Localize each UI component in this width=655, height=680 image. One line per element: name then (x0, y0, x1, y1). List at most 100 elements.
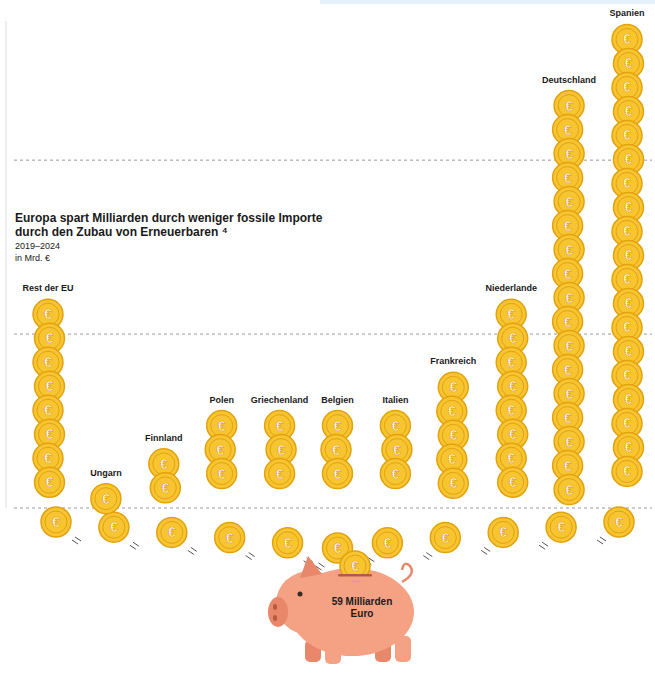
coin-ring (557, 407, 579, 429)
coin-symbol: € (499, 524, 507, 540)
coin-symbol: € (226, 530, 234, 546)
coin: € (35, 467, 65, 497)
coin: € (430, 523, 460, 553)
coin-symbol: € (44, 402, 52, 418)
motion-mark (539, 545, 545, 549)
coin-ring (558, 191, 580, 213)
title: Europa spart Milliarden durch weniger fo… (15, 211, 323, 239)
coin-stack: €€€€€€€€€€€€€€€€€ (553, 91, 585, 505)
coin-ring (616, 172, 638, 194)
coin-ring (211, 463, 233, 485)
coin-symbol: € (160, 456, 168, 472)
total-line: 59 Milliarden (332, 596, 393, 607)
coin-symbol: € (564, 218, 572, 234)
coin-ring (558, 383, 580, 405)
coin-ring (616, 364, 638, 386)
coin-ring (269, 415, 291, 437)
coin-stack: €€€€€€€€ (33, 299, 65, 497)
coin-ring (161, 521, 183, 543)
coin-stack: €€€ (265, 411, 297, 489)
coin-ring (442, 472, 464, 494)
coin-body (380, 459, 410, 489)
coin-symbol: € (168, 524, 176, 540)
coin: € (554, 475, 584, 505)
coin-ring (558, 431, 580, 453)
coin-body (372, 528, 402, 558)
coin-ring (557, 311, 579, 333)
category-labels: Rest der EUUngarnFinnlandPolenGriechenla… (22, 8, 644, 477)
category-label: Polen (209, 395, 234, 405)
grid (14, 160, 652, 508)
coin-ring (211, 415, 233, 437)
coin-body (546, 512, 576, 542)
coin-ring (557, 263, 579, 285)
coin-ring (616, 460, 638, 482)
coin-ring (39, 471, 61, 493)
coin-ring (557, 455, 579, 477)
coin-symbol: € (509, 426, 517, 442)
coin-symbol: € (449, 379, 457, 395)
coin-symbol: € (625, 439, 633, 455)
value-axis (6, 21, 7, 508)
decor-coins: €€€€€€€€€€€ (41, 507, 634, 570)
coin-body (498, 467, 528, 497)
coin-ring (502, 423, 524, 445)
coin-ring (616, 76, 638, 98)
coin-symbol: € (509, 330, 517, 346)
coin-symbol: € (565, 194, 573, 210)
motion-mark (423, 556, 429, 560)
coin-symbol: € (216, 442, 224, 458)
coin: € (91, 484, 121, 514)
coin-ring (558, 287, 580, 309)
coin-symbol: € (565, 98, 573, 114)
pig-nostril (273, 615, 277, 621)
total-label: 59 MilliardenEuro (332, 596, 393, 619)
motion-mark (133, 542, 139, 546)
coin-symbol: € (351, 558, 359, 574)
category-label: Frankreich (430, 356, 476, 366)
motion-mark (75, 537, 81, 541)
coin-symbol: € (565, 242, 573, 258)
motion-mark (597, 540, 603, 544)
coin-ring (616, 316, 638, 338)
coin-stack: € (91, 484, 121, 514)
coin-symbol: € (623, 367, 631, 383)
coin-symbol: € (564, 410, 572, 426)
coin-ring (442, 424, 464, 446)
coin-symbol: € (46, 426, 54, 442)
coin-symbol: € (384, 535, 392, 551)
coin-symbol: € (507, 354, 515, 370)
coin-ring (502, 471, 524, 493)
coin-ring (618, 244, 640, 266)
coin-symbol: € (276, 418, 284, 434)
pig-ear (300, 556, 322, 578)
coin-symbol: € (565, 146, 573, 162)
coin: € (488, 517, 518, 547)
coin-body (438, 468, 468, 498)
coin-body (99, 512, 129, 542)
coin-ring (616, 124, 638, 146)
coin-symbol: € (564, 314, 572, 330)
coin-ring (153, 453, 175, 475)
category-label: Niederlande (485, 283, 537, 293)
pig-leg (395, 636, 411, 662)
coin-ring (502, 327, 524, 349)
coin-ring (37, 447, 59, 469)
coin-ring (39, 423, 61, 445)
coin-symbol: € (565, 482, 573, 498)
coin-symbol: € (564, 122, 572, 138)
coin-ring (618, 100, 640, 122)
coin-stack: €€€€€ (437, 372, 469, 498)
coin-body (612, 456, 642, 486)
coin-symbol: € (441, 530, 449, 546)
coin-symbol: € (564, 458, 572, 474)
pig-slot (338, 574, 372, 577)
coin-symbol: € (625, 103, 633, 119)
coin-symbol: € (507, 450, 515, 466)
coin-stack: €€€ (380, 411, 412, 489)
coin-ring (384, 415, 406, 437)
coin-symbol: € (44, 306, 52, 322)
coin-symbol: € (625, 247, 633, 263)
coin-ring (344, 555, 366, 577)
coin-ring (500, 303, 522, 325)
